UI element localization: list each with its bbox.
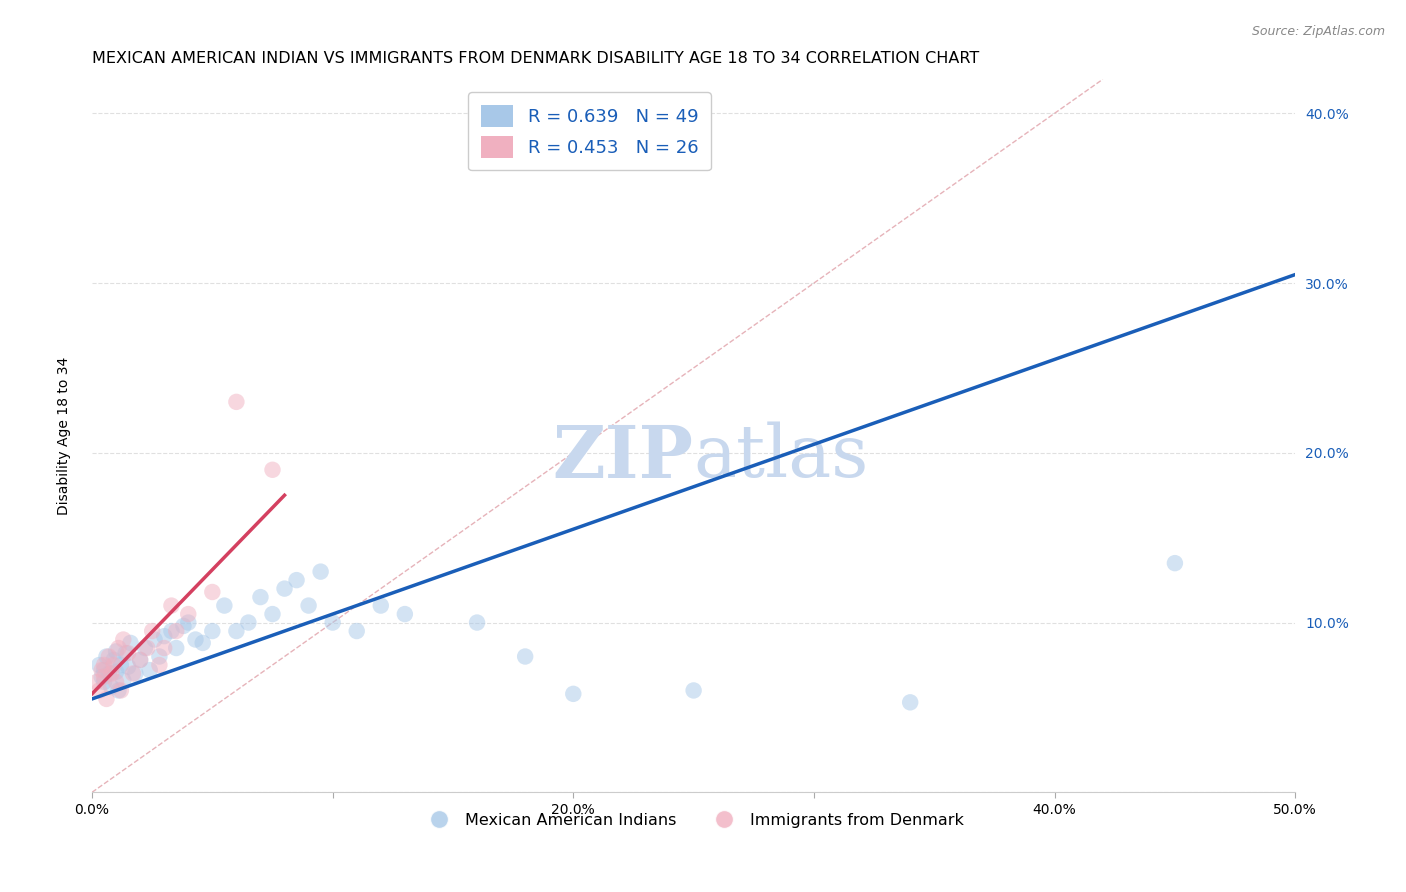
Point [90, 663, 112, 677]
Point [103, 653, 125, 667]
Legend: Mexican American Indians, Immigrants from Denmark: Mexican American Indians, Immigrants fro… [418, 806, 970, 834]
Point [682, 683, 704, 698]
Point [124, 666, 146, 681]
Point [136, 640, 159, 655]
Point [177, 615, 200, 630]
Point [184, 632, 207, 647]
Point [1164, 556, 1187, 570]
Point [160, 624, 183, 638]
Point [90, 670, 112, 684]
Point [96, 649, 118, 664]
Point [89, 683, 111, 698]
Point [93, 675, 115, 690]
Point [143, 632, 166, 647]
Point [201, 624, 224, 638]
Point [165, 640, 187, 655]
Point [117, 659, 139, 673]
Text: ZIP: ZIP [553, 422, 693, 492]
Point [120, 636, 142, 650]
Point [165, 624, 187, 638]
Point [103, 658, 125, 673]
Point [214, 599, 236, 613]
Point [100, 666, 122, 681]
Point [107, 683, 129, 698]
Point [129, 653, 152, 667]
Point [96, 692, 118, 706]
Point [141, 624, 163, 638]
Point [105, 665, 128, 679]
Point [105, 644, 128, 658]
Point [129, 653, 152, 667]
Point [93, 663, 115, 677]
Point [201, 585, 224, 599]
Y-axis label: Disability Age 18 to 34: Disability Age 18 to 34 [58, 357, 72, 515]
Point [112, 673, 135, 688]
Point [177, 607, 200, 621]
Point [297, 599, 319, 613]
Point [86, 675, 108, 690]
Text: atlas: atlas [693, 422, 869, 492]
Point [191, 636, 214, 650]
Point [122, 666, 145, 681]
Point [97, 666, 120, 681]
Point [153, 640, 176, 655]
Point [238, 615, 260, 630]
Point [273, 582, 295, 596]
Point [97, 649, 120, 664]
Point [309, 565, 332, 579]
Point [110, 683, 132, 698]
Point [225, 395, 247, 409]
Point [370, 599, 392, 613]
Point [107, 640, 129, 655]
Point [394, 607, 416, 621]
Point [346, 624, 368, 638]
Point [112, 632, 135, 647]
Point [117, 646, 139, 660]
Point [89, 658, 111, 673]
Point [100, 680, 122, 694]
Text: Source: ZipAtlas.com: Source: ZipAtlas.com [1251, 25, 1385, 38]
Point [134, 640, 156, 655]
Point [105, 675, 128, 690]
Point [148, 658, 170, 673]
Point [262, 607, 284, 621]
Point [225, 624, 247, 638]
Point [93, 670, 115, 684]
Point [139, 663, 162, 677]
Point [160, 599, 183, 613]
Point [153, 629, 176, 643]
Point [114, 646, 136, 660]
Point [172, 619, 194, 633]
Point [148, 649, 170, 664]
Point [93, 658, 115, 673]
Point [322, 615, 344, 630]
Point [562, 687, 585, 701]
Point [898, 695, 921, 709]
Text: MEXICAN AMERICAN INDIAN VS IMMIGRANTS FROM DENMARK DISABILITY AGE 18 TO 34 CORRE: MEXICAN AMERICAN INDIAN VS IMMIGRANTS FR… [91, 51, 979, 66]
Point [515, 649, 537, 664]
Point [249, 590, 271, 604]
Point [285, 573, 308, 587]
Point [465, 615, 488, 630]
Point [110, 658, 132, 673]
Point [262, 463, 284, 477]
